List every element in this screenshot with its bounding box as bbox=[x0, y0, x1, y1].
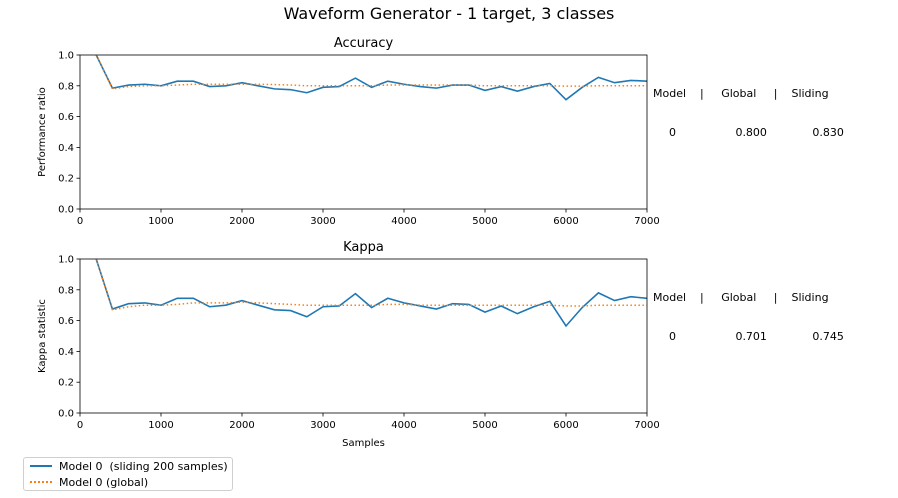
kappa-subplot: Kappa 0 1000 2000 3000 4000 5000 6000 7000 0.0 0.2… bbox=[37, 240, 660, 449]
kappa-title: Kappa bbox=[343, 240, 384, 255]
accuracy-xtick-label: 2000 bbox=[229, 216, 254, 227]
kappa-ytick-label: 0.6 bbox=[58, 316, 74, 327]
legend-label-sliding: Model 0 (sliding 200 samples) bbox=[59, 459, 228, 473]
accuracy-ytick-label: 1.0 bbox=[58, 51, 74, 62]
legend-swatch-sliding bbox=[30, 465, 52, 467]
accuracy-annotation-header: Model | Global | Sliding bbox=[653, 87, 829, 100]
accuracy-xtick-label: 0 bbox=[77, 216, 83, 227]
kappa-xtick-label: 0 bbox=[77, 420, 83, 431]
accuracy-ylabel: Performance ratio bbox=[37, 87, 48, 177]
kappa-ytick-label: 0.0 bbox=[58, 409, 74, 420]
accuracy-ytick-label: 0.2 bbox=[58, 174, 74, 185]
kappa-ytick-label: 0.4 bbox=[58, 347, 74, 358]
accuracy-xtick-label: 4000 bbox=[391, 216, 416, 227]
kappa-xtick-label: 5000 bbox=[472, 420, 497, 431]
kappa-xtick-label: 6000 bbox=[553, 420, 578, 431]
accuracy-xtick-label: 6000 bbox=[553, 216, 578, 227]
accuracy-ytick-label: 0.4 bbox=[58, 143, 74, 154]
legend-label-global: Model 0 (global) bbox=[59, 475, 149, 489]
kappa-xtick-label: 7000 bbox=[634, 420, 659, 431]
figure-title: Waveform Generator - 1 target, 3 classes bbox=[284, 4, 615, 23]
accuracy-subplot: Accuracy 0 1000 2000 3000 4000 5000 6000 7000 0.0… bbox=[37, 36, 660, 227]
kappa-annotation-row: 0 0.701 0.745 bbox=[669, 330, 844, 343]
accuracy-sliding-line bbox=[95, 54, 647, 101]
kappa-xtick-label: 1000 bbox=[148, 420, 173, 431]
accuracy-xtick-label: 1000 bbox=[148, 216, 173, 227]
kappa-ytick-label: 0.2 bbox=[58, 378, 74, 389]
accuracy-ytick-label: 0.8 bbox=[58, 81, 74, 92]
kappa-ylabel: Kappa statistic bbox=[37, 299, 48, 373]
kappa-xtick-label: 3000 bbox=[310, 420, 335, 431]
kappa-annotation: Model | Global | Sliding 0 0.701 0.745 bbox=[653, 265, 844, 356]
accuracy-axes-frame bbox=[79, 54, 648, 210]
kappa-annotation-header: Model | Global | Sliding bbox=[653, 291, 829, 304]
legend-entry-global: Model 0 (global) bbox=[30, 475, 148, 489]
legend-swatch-global bbox=[30, 481, 52, 483]
x-axis-label: Samples bbox=[342, 438, 385, 449]
accuracy-xtick-label: 3000 bbox=[310, 216, 335, 227]
accuracy-annotation: Model | Global | Sliding 0 0.800 0.830 bbox=[653, 61, 844, 152]
kappa-xtick-label: 4000 bbox=[391, 420, 416, 431]
legend-entry-sliding: Model 0 (sliding 200 samples) bbox=[30, 459, 228, 473]
kappa-sliding-line bbox=[95, 258, 647, 328]
accuracy-ytick-label: 0.0 bbox=[58, 205, 74, 216]
kappa-xtick-label: 2000 bbox=[229, 420, 254, 431]
kappa-ytick-label: 0.8 bbox=[58, 285, 74, 296]
accuracy-xtick-label: 7000 bbox=[634, 216, 659, 227]
accuracy-annotation-row: 0 0.800 0.830 bbox=[669, 126, 844, 139]
accuracy-title: Accuracy bbox=[334, 36, 394, 51]
kappa-global-line bbox=[95, 258, 647, 311]
kappa-axes-frame bbox=[79, 258, 648, 414]
accuracy-xtick-label: 5000 bbox=[472, 216, 497, 227]
accuracy-global-line bbox=[95, 54, 647, 90]
legend: Model 0 (sliding 200 samples) Model 0 (g… bbox=[23, 457, 233, 491]
kappa-ytick-label: 1.0 bbox=[58, 255, 74, 266]
accuracy-ytick-label: 0.6 bbox=[58, 112, 74, 123]
